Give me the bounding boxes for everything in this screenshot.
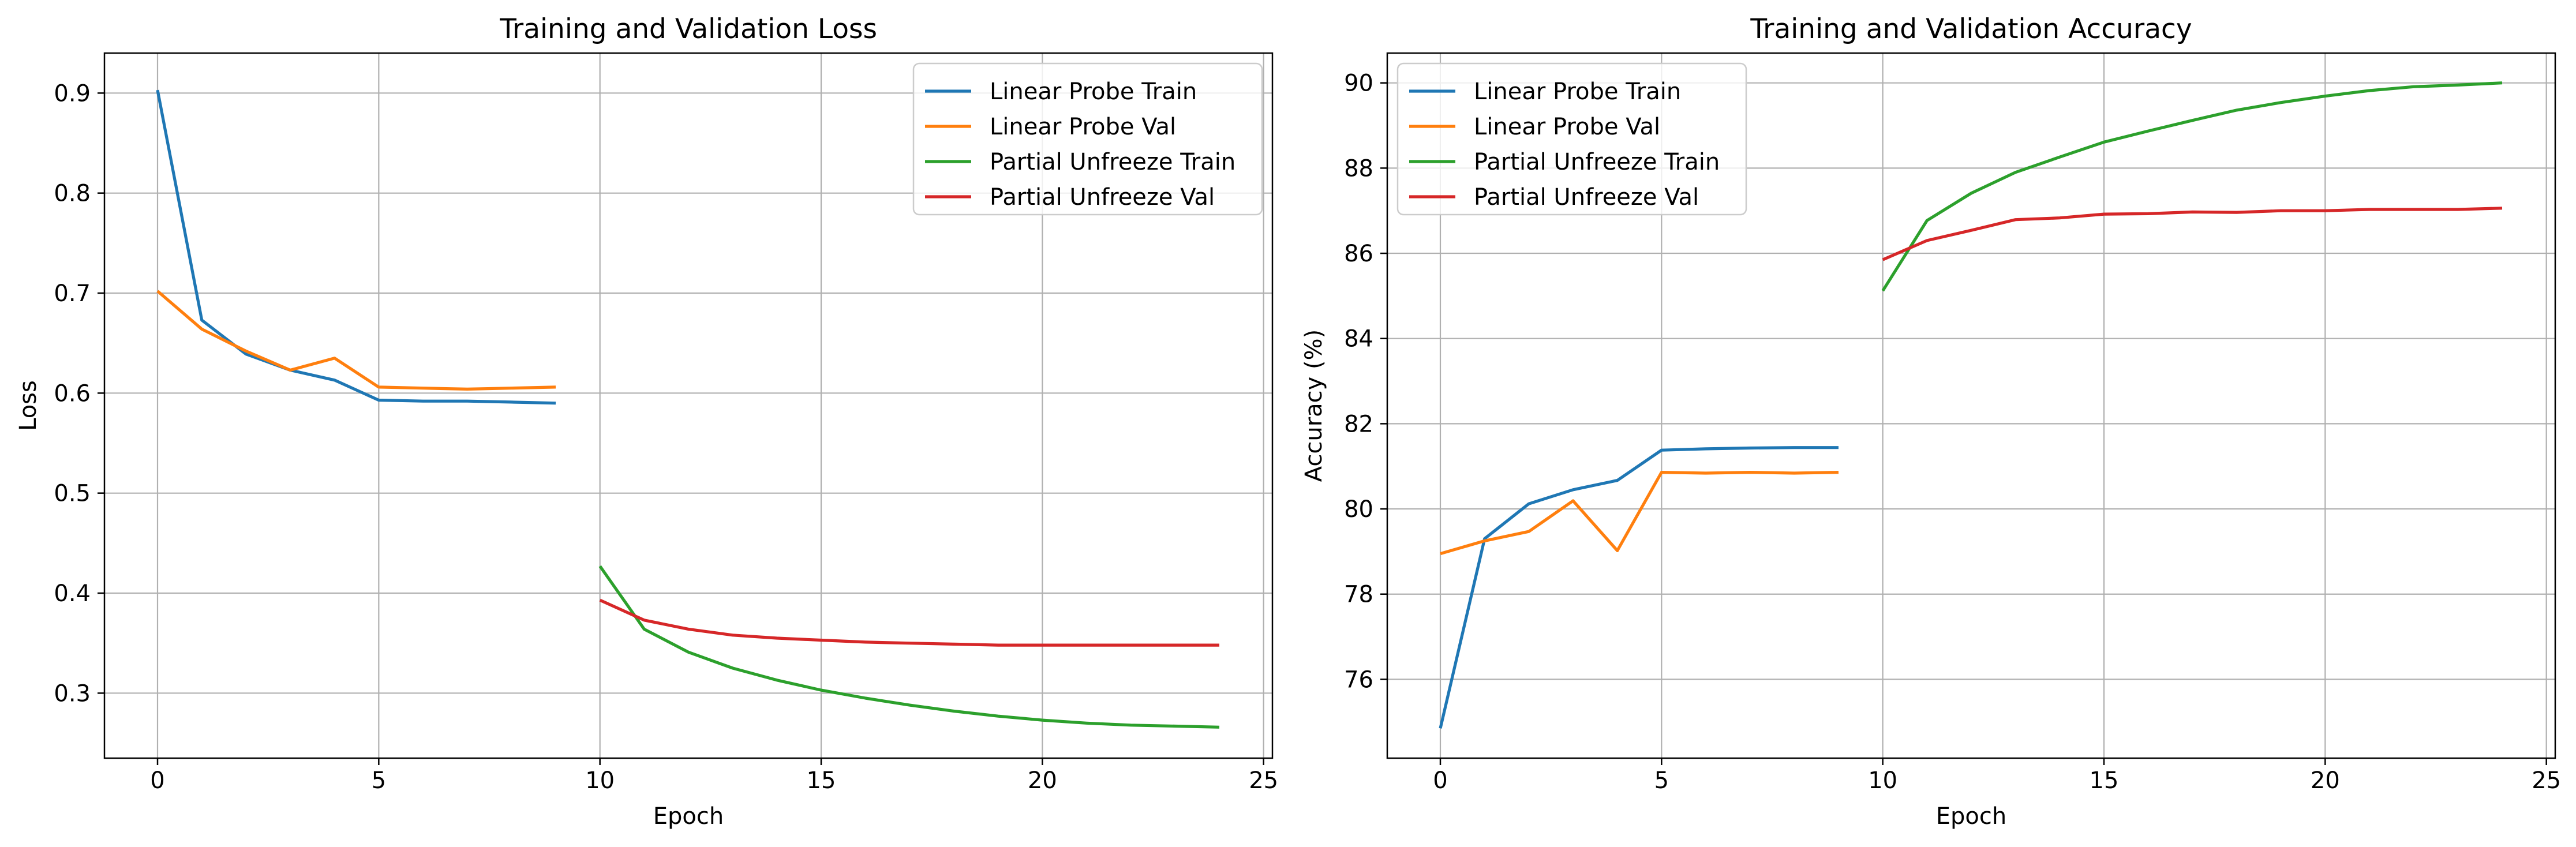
chart-2-x-tick-label: 15 <box>2090 767 2119 794</box>
chart-1-x-tick-label: 5 <box>372 767 386 794</box>
chart-1-y-tick-label: 0.8 <box>54 181 91 207</box>
chart-2-y-tick-label: 84 <box>1344 326 1373 353</box>
chart-2-series-line-1 <box>1439 446 1839 729</box>
chart-2-y-tick-label: 76 <box>1344 666 1373 693</box>
chart-2-x-tick-label: 0 <box>1433 767 1447 794</box>
chart-1-y-tick-label: 0.7 <box>54 280 91 307</box>
chart-2-title: Training and Validation Accuracy <box>1750 13 2192 45</box>
chart-1-x-tick-label: 0 <box>150 767 164 794</box>
chart-1-y-axis-label: Loss <box>15 380 42 431</box>
chart-2-y-tick-label: 80 <box>1344 496 1373 523</box>
chart-2-legend-label-1: Linear Probe Train <box>1474 78 1681 105</box>
chart-1-x-tick-label: 15 <box>807 767 836 794</box>
chart-1-x-tick-label: 25 <box>1249 767 1278 794</box>
chart-2-y-axis-label: Accuracy (%) <box>1301 329 1327 482</box>
chart-2-y-tick-label: 78 <box>1344 582 1373 608</box>
chart-2-x-tick-label: 20 <box>2311 767 2340 794</box>
chart-2-y-tick-label: 88 <box>1344 155 1373 182</box>
chart-1-series-line-1 <box>156 89 556 405</box>
chart-2-x-tick-label: 25 <box>2532 767 2561 794</box>
chart-1-legend-label-2: Linear Probe Val <box>990 114 1176 140</box>
chart-2-plot-frame <box>1386 52 2556 759</box>
chart-1-y-tick-label: 0.9 <box>54 80 91 107</box>
chart-2-legend-label-2: Linear Probe Val <box>1474 114 1660 140</box>
chart-1-legend-box <box>912 62 1263 216</box>
chart-1-x-tick-label: 10 <box>585 767 615 794</box>
chart-1-y-tick-label: 0.6 <box>54 380 91 407</box>
chart-1-series-line-3 <box>598 565 1220 729</box>
chart-1-x-tick-label: 20 <box>1028 767 1057 794</box>
chart-2: 0 5 10 15 20 25 76 78 80 82 84 86 88 90 Training and V… <box>1301 13 2561 830</box>
chart-2-series-line-3 <box>1881 81 2503 292</box>
chart-2-series-line-4 <box>1882 207 2503 261</box>
chart-2-y-tick-label: 90 <box>1344 70 1373 97</box>
chart-1-legend-label-3: Partial Unfreeze Train <box>990 149 1235 175</box>
chart-2-legend-box <box>1396 62 1747 216</box>
chart-1-series-line-2 <box>156 290 556 391</box>
chart-1: 0 5 10 15 20 25 0.3 0.4 0.5 0.6 0.7 0.8 0.9 Training … <box>15 13 1278 830</box>
chart-2-legend-label-3: Partial Unfreeze Train <box>1474 149 1720 175</box>
chart-1-title: Training and Validation Loss <box>499 13 877 45</box>
chart-1-legend: Linear Probe Train Linear Probe Val Partia… <box>912 62 1263 216</box>
chart-2-y-tick-label: 82 <box>1344 411 1373 437</box>
chart-2-legend-label-4: Partial Unfreeze Val <box>1474 184 1699 211</box>
chart-2-series-line-2 <box>1440 470 1839 556</box>
chart-1-x-axis-label: Epoch <box>653 803 724 830</box>
chart-2-x-tick-label: 5 <box>1654 767 1669 794</box>
chart-1-plot-frame <box>103 52 1274 759</box>
chart-1-y-tick-label: 0.4 <box>54 580 91 607</box>
chart-1-series-line-4 <box>599 598 1219 647</box>
chart-1-y-tick-label: 0.5 <box>54 481 91 507</box>
chart-1-legend-label-4: Partial Unfreeze Val <box>990 184 1215 211</box>
chart-2-x-axis-label: Epoch <box>1936 803 2006 830</box>
chart-2-x-tick-label: 10 <box>1868 767 1897 794</box>
chart-1-y-tick-label: 0.3 <box>54 680 91 707</box>
chart-2-y-tick-label: 86 <box>1344 241 1373 267</box>
chart-1-legend-label-1: Linear Probe Train <box>990 78 1197 105</box>
chart-2-legend: Linear Probe Train Linear Probe Val Partia… <box>1396 62 1747 216</box>
